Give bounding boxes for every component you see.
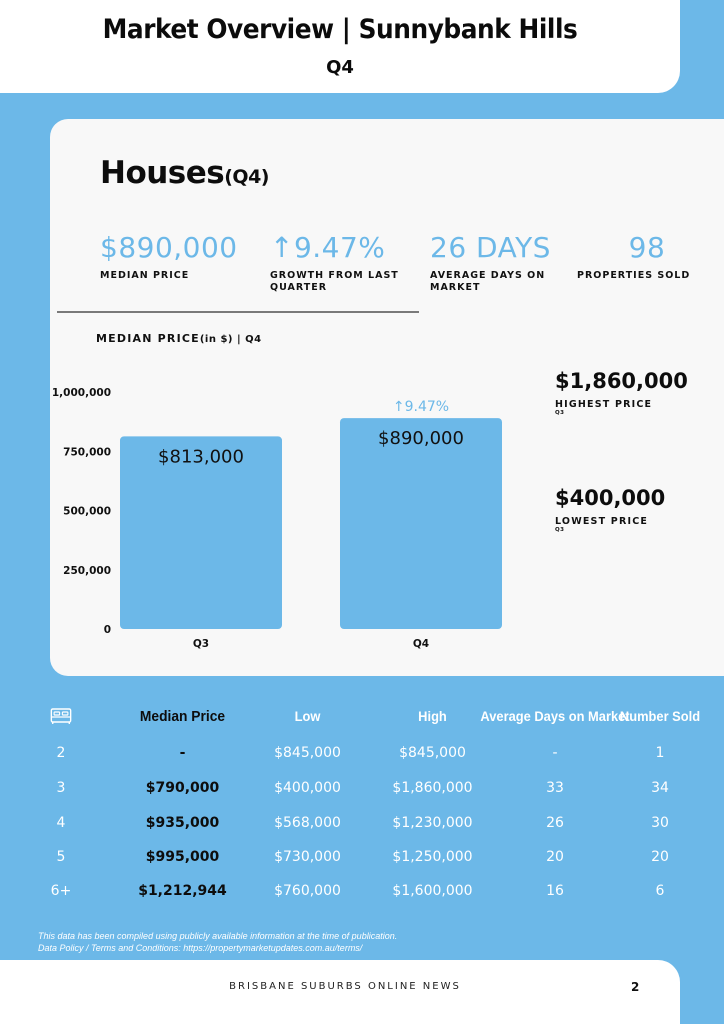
chart-title-unit: (in $): [199, 334, 233, 345]
sold-cell: 34: [651, 780, 669, 796]
stat-properties-sold: 98 PROPERTIES SOLD: [577, 231, 717, 282]
stat-days-on-market: 26 DAYS AVERAGE DAYS ON MARKET: [430, 231, 570, 294]
table-row: 5 $995,000 $730,000 $1,250,000 20 20: [0, 840, 724, 874]
high-cell: $845,000: [399, 745, 466, 761]
lowest-price-quarter: Q3: [555, 527, 565, 533]
footnote-terms-line: Data Policy / Terms and Conditions: http…: [38, 943, 363, 953]
stat-label: PROPERTIES SOLD: [577, 270, 691, 281]
stat-growth: ↑9.47% GROWTH FROM LAST QUARTER: [270, 231, 420, 294]
table-header-row: Median Price Low High Average Days on Ma…: [0, 690, 724, 742]
sold-cell: 20: [651, 849, 669, 865]
stat-median-price: $890,000 MEDIAN PRICE: [100, 231, 260, 282]
y-tick-label: 250,000: [63, 565, 111, 577]
days-cell: 26: [546, 815, 564, 831]
days-cell: 20: [546, 849, 564, 865]
chart-title: MEDIAN PRICE(in $) | Q4: [96, 332, 262, 345]
stat-label: AVERAGE DAYS ON MARKET: [430, 270, 546, 293]
footer-brand: BRISBANE SUBURBS ONLINE NEWS: [229, 981, 461, 992]
y-tick-label: 1,000,000: [52, 387, 111, 399]
houses-card: Houses(Q4) $890,000 MEDIAN PRICE ↑9.47% …: [50, 119, 724, 676]
sold-cell: 30: [651, 815, 669, 831]
bar-q3: [120, 436, 282, 629]
high-cell: $1,250,000: [392, 849, 473, 865]
bedrooms-cell: 4: [56, 815, 66, 831]
bedrooms-cell: 2: [56, 745, 66, 761]
median-price-cell: $995,000: [145, 849, 220, 865]
header-average-days: Average Days on Market: [480, 707, 630, 724]
bedrooms-cell: 5: [56, 849, 66, 865]
low-cell: $730,000: [274, 849, 341, 865]
growth-annotation: ↑9.47%: [393, 399, 449, 415]
header-high: High: [418, 707, 447, 724]
low-cell: $845,000: [274, 745, 341, 761]
section-title-text: Houses: [100, 155, 225, 191]
highest-price-quarter: Q3: [555, 410, 565, 416]
table-row: 3 $790,000 $400,000 $1,860,000 33 34: [0, 771, 724, 805]
y-tick-label: 500,000: [63, 506, 111, 518]
stat-label: GROWTH FROM LAST QUARTER: [270, 270, 399, 293]
data-label: $890,000: [378, 428, 464, 449]
stat-value: ↑9.47%: [270, 231, 386, 264]
stat-label: MEDIAN PRICE: [100, 270, 190, 281]
section-title-suffix: (Q4): [224, 166, 269, 188]
days-cell: 33: [546, 780, 564, 796]
y-tick-label: 750,000: [63, 446, 111, 458]
divider: [57, 311, 419, 313]
page-footer: BRISBANE SUBURBS ONLINE NEWS 2: [0, 960, 680, 1024]
bedrooms-cell: 3: [56, 780, 66, 796]
footnote-line: This data has been compiled using public…: [38, 931, 398, 941]
bed-icon: [38, 690, 84, 742]
median-price-cell: $935,000: [145, 815, 220, 831]
chart-title-tail: | Q4: [233, 334, 262, 345]
table-row: 4 $935,000 $568,000 $1,230,000 26 30: [0, 806, 724, 840]
x-tick-label: Q3: [193, 638, 209, 650]
page-number: 2: [631, 980, 640, 994]
median-price-cell: -: [179, 745, 186, 761]
lowest-price-label: LOWEST PRICE: [555, 516, 649, 527]
sold-cell: 1: [655, 745, 665, 761]
high-cell: $1,600,000: [392, 883, 473, 899]
x-tick-label: Q4: [413, 638, 429, 650]
header-number-sold: Number Sold: [619, 707, 701, 724]
median-price-cell: $790,000: [145, 780, 220, 796]
highest-price-value: $1,860,000: [555, 369, 688, 393]
y-tick-label: 0: [104, 624, 111, 636]
highest-price-label: HIGHEST PRICE: [555, 399, 653, 410]
highest-price-stat: $1,860,000 HIGHEST PRICE Q3: [555, 369, 688, 416]
sold-cell: 6: [655, 883, 665, 899]
low-cell: $568,000: [274, 815, 341, 831]
lowest-price-value: $400,000: [555, 486, 666, 510]
bedrooms-cell: 6+: [50, 883, 72, 899]
stat-value: 26 DAYS: [430, 231, 551, 264]
bar-q4: [340, 418, 502, 629]
page-header: Market Overview | Sunnybank Hills Q4: [0, 0, 680, 93]
chart-svg: 0 250,000 500,000 750,000 1,000,000 $813,000 Q…: [52, 387, 502, 650]
days-cell: 16: [546, 883, 564, 899]
header-low: Low: [294, 707, 321, 724]
low-cell: $760,000: [274, 883, 341, 899]
chart-title-main: MEDIAN PRICE: [96, 332, 200, 345]
high-cell: $1,860,000: [392, 780, 473, 796]
page-title: Market Overview | Sunnybank Hills: [102, 14, 578, 45]
section-title: Houses(Q4): [100, 155, 269, 191]
days-cell: -: [552, 745, 558, 761]
median-price-cell: $1,212,944: [138, 883, 227, 899]
stat-value: 98: [628, 231, 666, 264]
low-cell: $400,000: [274, 780, 341, 796]
high-cell: $1,230,000: [392, 815, 473, 831]
table-row: 6+ $1,212,944 $760,000 $1,600,000 16 6: [0, 874, 724, 908]
data-label: $813,000: [158, 446, 244, 467]
header-median-price: Median Price: [139, 707, 226, 725]
table-row: 2 - $845,000 $845,000 - 1: [0, 736, 724, 770]
lowest-price-stat: $400,000 LOWEST PRICE Q3: [555, 486, 665, 533]
median-price-chart: 0 250,000 500,000 750,000 1,000,000 $813,000 Q…: [50, 359, 520, 659]
footnote: This data has been compiled using public…: [38, 930, 397, 954]
stat-value: $890,000: [100, 231, 238, 264]
page-subtitle: Q4: [326, 57, 354, 78]
